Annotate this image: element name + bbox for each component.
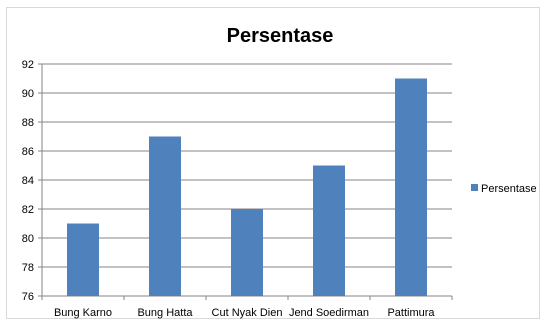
x-tick-label: Cut Nyak Dien: [212, 307, 283, 319]
bar: [313, 165, 345, 296]
x-tick-label: Jend Soedirman: [289, 307, 369, 319]
y-tick-label: 80: [22, 233, 34, 245]
chart-title: Persentase: [227, 25, 334, 47]
legend-label: Persentase: [481, 183, 537, 195]
y-tick-label: 82: [22, 204, 34, 216]
bar: [67, 223, 99, 296]
y-tick-label: 92: [22, 59, 34, 71]
y-tick-label: 88: [22, 117, 34, 129]
bar: [231, 209, 263, 296]
x-tick-label: Pattimura: [387, 307, 435, 319]
y-tick-label: 84: [22, 175, 34, 187]
bar: [395, 78, 427, 296]
y-axis: 76 78 80 82 84 86 88 90 92: [22, 59, 43, 303]
gridlines: [42, 63, 452, 268]
y-tick-label: 86: [22, 146, 34, 158]
x-axis: Bung Karno Bung Hatta Cut Nyak Dien Jend So…: [41, 295, 453, 319]
y-tick-label: 78: [22, 262, 34, 274]
bar: [149, 136, 181, 296]
legend-swatch: [471, 184, 478, 191]
bars: [67, 78, 427, 296]
y-tick-label: 76: [22, 291, 34, 303]
legend: Persentase: [471, 183, 537, 195]
x-tick-label: Bung Karno: [54, 307, 112, 319]
y-tick-label: 90: [22, 88, 34, 100]
x-tick-label: Bung Hatta: [137, 307, 193, 319]
